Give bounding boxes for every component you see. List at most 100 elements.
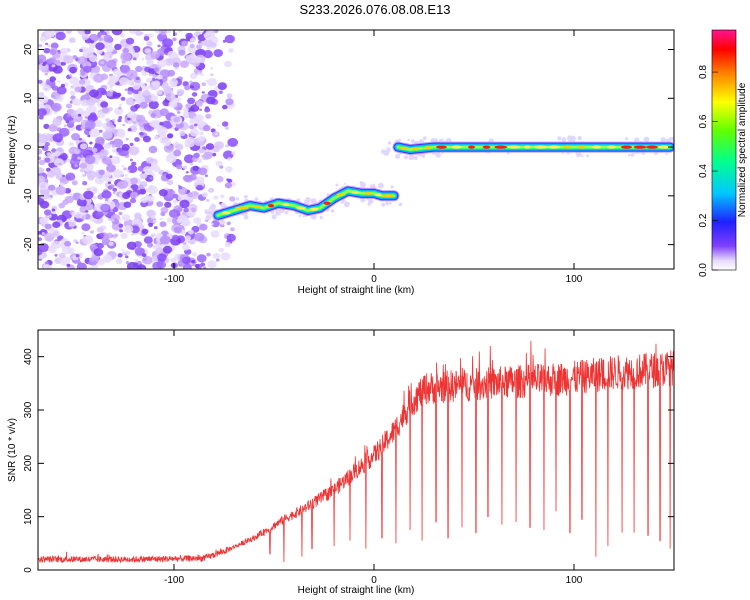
noise-blob bbox=[668, 137, 673, 141]
noise-blob bbox=[205, 106, 209, 110]
noise-blob bbox=[38, 54, 47, 63]
noise-blob bbox=[90, 230, 94, 234]
noise-blob bbox=[122, 48, 129, 54]
track-hotspot bbox=[323, 201, 331, 205]
noise-blob bbox=[66, 114, 71, 118]
noise-blob bbox=[224, 60, 232, 68]
noise-blob bbox=[118, 106, 122, 110]
noise-blob bbox=[131, 233, 135, 236]
noise-blob bbox=[38, 93, 42, 99]
noise-blob bbox=[89, 55, 98, 63]
noise-blob bbox=[395, 154, 401, 159]
noise-blob bbox=[105, 198, 108, 202]
spectrogram-tracks bbox=[212, 141, 674, 221]
noise-blob bbox=[77, 113, 82, 117]
noise-blob bbox=[159, 69, 171, 79]
noise-blob bbox=[70, 95, 76, 100]
noise-blob bbox=[97, 258, 105, 266]
noise-blob bbox=[187, 192, 194, 198]
noise-blob bbox=[183, 154, 195, 164]
noise-blob bbox=[122, 123, 126, 127]
noise-blob bbox=[178, 263, 183, 267]
noise-blob bbox=[68, 222, 76, 228]
noise-blob bbox=[173, 116, 180, 123]
noise-blob bbox=[172, 194, 179, 199]
noise-blob bbox=[127, 169, 130, 172]
noise-blob bbox=[163, 144, 174, 153]
noise-blob bbox=[44, 72, 48, 76]
noise-blob bbox=[82, 235, 94, 245]
noise-blob bbox=[135, 65, 143, 73]
noise-blob bbox=[226, 93, 233, 99]
track-hotspot bbox=[253, 205, 261, 209]
noise-blob bbox=[112, 169, 124, 179]
noise-blob bbox=[195, 100, 204, 107]
noise-blob bbox=[111, 218, 115, 222]
noise-blob bbox=[157, 44, 161, 48]
noise-blob bbox=[132, 57, 137, 61]
noise-blob bbox=[387, 141, 392, 145]
track-hotspot bbox=[309, 207, 319, 211]
noise-blob bbox=[310, 198, 317, 205]
noise-blob bbox=[677, 153, 682, 158]
noise-blob bbox=[164, 201, 172, 208]
noise-blob bbox=[214, 141, 225, 150]
noise-blob bbox=[182, 165, 187, 170]
noise-blob bbox=[60, 83, 66, 88]
noise-blob bbox=[218, 90, 223, 95]
noise-blob bbox=[142, 89, 151, 97]
x-tick-label: 0 bbox=[371, 575, 377, 586]
noise-blob bbox=[193, 217, 202, 224]
snr-plot-area bbox=[38, 330, 674, 570]
noise-blob bbox=[51, 210, 57, 215]
noise-blob bbox=[38, 237, 42, 242]
noise-blob bbox=[231, 151, 236, 155]
noise-blob bbox=[69, 119, 75, 125]
noise-blob bbox=[135, 30, 142, 37]
noise-blob bbox=[212, 252, 221, 259]
noise-blob bbox=[139, 101, 148, 109]
noise-blob bbox=[284, 210, 289, 215]
noise-blob bbox=[38, 156, 42, 161]
noise-blob bbox=[101, 156, 111, 165]
noise-blob bbox=[386, 147, 391, 152]
noise-blob bbox=[213, 30, 219, 33]
noise-blob bbox=[89, 89, 99, 98]
noise-blob bbox=[98, 169, 105, 176]
noise-blob bbox=[52, 221, 61, 228]
noise-blob bbox=[82, 65, 92, 73]
noise-blob bbox=[109, 155, 113, 159]
noise-blob bbox=[222, 39, 227, 43]
noise-blob bbox=[643, 136, 650, 143]
noise-blob bbox=[167, 50, 177, 59]
noise-blob bbox=[103, 34, 113, 43]
noise-blob bbox=[206, 252, 211, 257]
noise-blob bbox=[62, 246, 72, 255]
noise-blob bbox=[95, 42, 105, 51]
noise-blob bbox=[42, 84, 51, 92]
noise-blob bbox=[84, 120, 96, 130]
noise-blob bbox=[625, 137, 629, 141]
track-hotspot bbox=[221, 211, 231, 215]
noise-blob bbox=[201, 192, 208, 198]
noise-blob bbox=[59, 127, 70, 137]
noise-blob bbox=[208, 187, 215, 193]
noise-blob bbox=[205, 113, 212, 119]
noise-blob bbox=[185, 103, 192, 109]
noise-blob bbox=[226, 233, 236, 242]
noise-blob bbox=[136, 114, 146, 123]
noise-blob bbox=[209, 67, 214, 70]
noise-blob bbox=[225, 166, 233, 173]
snr-x-ticks: -100 0 100 bbox=[164, 330, 583, 586]
noise-blob bbox=[69, 90, 76, 96]
noise-blob bbox=[39, 190, 50, 200]
noise-blob bbox=[114, 43, 122, 51]
noise-blob bbox=[148, 222, 154, 227]
noise-blob bbox=[179, 199, 190, 209]
noise-blob bbox=[126, 241, 137, 250]
track-hotspot bbox=[578, 145, 585, 149]
noise-blob bbox=[109, 85, 113, 89]
noise-blob bbox=[60, 61, 66, 66]
noise-blob bbox=[64, 240, 72, 247]
